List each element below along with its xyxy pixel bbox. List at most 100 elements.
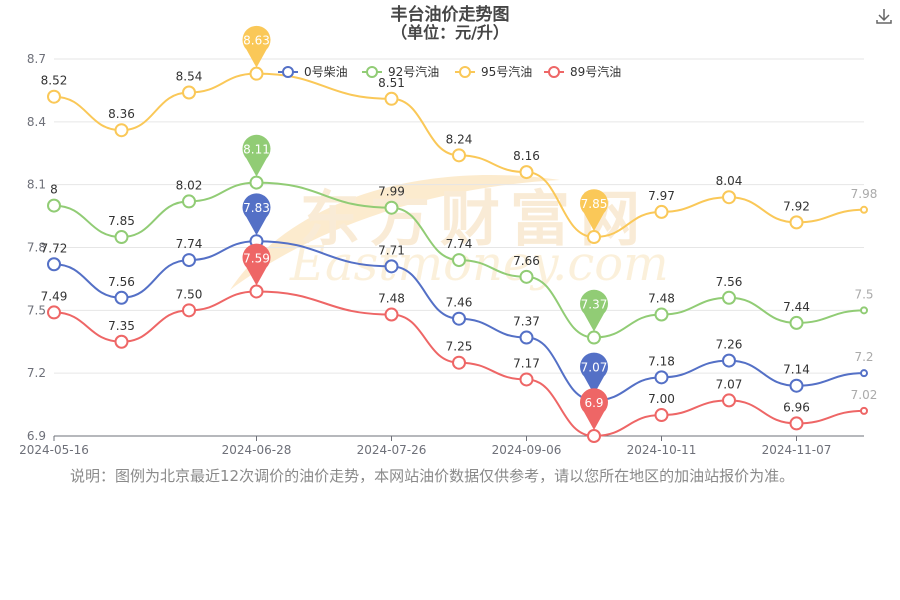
data-point — [789, 416, 804, 431]
x-tick-label: 2024-07-26 — [357, 443, 427, 457]
data-point — [654, 370, 669, 385]
data-point — [384, 307, 399, 322]
min-marker-3: 6.9 — [580, 388, 609, 430]
data-point — [654, 307, 669, 322]
max-marker-2-label: 8.63 — [243, 34, 270, 48]
data-point — [182, 253, 196, 268]
data-label: 7.71 — [378, 243, 405, 257]
data-label: 7.00 — [648, 392, 675, 406]
y-tick-label: 8.7 — [27, 52, 46, 66]
data-label: 7.46 — [446, 296, 473, 310]
data-point — [182, 194, 196, 209]
data-point — [860, 205, 868, 214]
data-point — [452, 148, 466, 163]
legend-item-3[interactable]: 89号汽油 — [544, 64, 621, 79]
legend-swatch-dot — [282, 66, 294, 78]
legend-item-1[interactable]: 92号汽油 — [362, 64, 439, 79]
data-point — [182, 303, 196, 318]
max-marker-1-shape — [242, 134, 271, 177]
download-icon[interactable] — [874, 6, 894, 26]
data-point — [114, 290, 129, 305]
data-label: 8.51 — [378, 76, 405, 90]
legend-item-0[interactable]: 0号柴油 — [278, 65, 348, 79]
data-point — [47, 257, 61, 272]
data-point — [587, 230, 601, 245]
legend-swatch-dot — [548, 66, 560, 78]
data-point — [249, 284, 264, 299]
data-label: 7.74 — [446, 237, 473, 251]
data-label: 7.14 — [783, 363, 810, 377]
watermark-en: Eastmoney.com — [289, 236, 669, 292]
data-label: 7.48 — [648, 292, 675, 306]
min-marker-1-shape — [580, 289, 609, 332]
data-label: 7.49 — [41, 289, 68, 303]
data-point — [47, 89, 61, 104]
y-tick-label: 7.5 — [27, 303, 46, 317]
data-point — [519, 269, 534, 284]
y-tick-label: 6.9 — [27, 429, 46, 443]
min-marker-0-label: 7.07 — [581, 360, 608, 374]
data-point — [789, 378, 804, 393]
data-point — [47, 198, 61, 213]
max-marker-1: 8.11 — [242, 134, 271, 177]
data-label: 7.85 — [108, 214, 135, 228]
chart-title: 丰台油价走势图 — [391, 4, 510, 25]
data-point — [654, 408, 669, 423]
data-point — [249, 66, 264, 81]
data-label: 7.92 — [783, 199, 810, 213]
data-label: 8.52 — [41, 74, 68, 88]
data-label: 7.25 — [446, 340, 473, 354]
legend-swatch-dot — [366, 66, 378, 78]
data-point — [452, 311, 466, 326]
data-point — [722, 290, 736, 305]
legend-label: 92号汽油 — [388, 64, 439, 79]
data-label: 7.26 — [716, 338, 743, 352]
data-label: 7.50 — [176, 287, 203, 301]
y-tick-label: 8.4 — [27, 115, 46, 129]
data-label: 7.37 — [513, 315, 540, 329]
legend: 0号柴油 92号汽油 95号汽油 89号汽油 — [278, 64, 621, 79]
data-label: 7.17 — [513, 356, 540, 370]
min-marker-0-shape — [580, 352, 609, 395]
data-label: 7.2 — [854, 350, 873, 364]
data-point — [384, 259, 399, 274]
data-label: 8.04 — [716, 174, 743, 188]
data-point — [114, 123, 129, 138]
data-label: 7.99 — [378, 185, 405, 199]
max-marker-3: 7.59 — [242, 243, 271, 286]
data-point — [452, 253, 466, 268]
data-label: 7.35 — [108, 319, 135, 333]
min-marker-1: 7.37 — [580, 289, 609, 332]
max-marker-2-shape — [242, 25, 271, 68]
data-point — [384, 200, 399, 215]
data-point — [860, 406, 868, 415]
data-point — [722, 190, 736, 205]
x-tick-label: 2024-05-16 — [19, 443, 89, 457]
data-label: 8.24 — [446, 132, 473, 146]
data-point — [519, 330, 534, 345]
legend-swatch-dot — [459, 66, 471, 78]
min-marker-3-shape — [580, 388, 609, 430]
legend-label: 95号汽油 — [481, 64, 532, 79]
max-marker-0-label: 7.83 — [243, 201, 270, 215]
legend-item-2[interactable]: 95号汽油 — [455, 64, 532, 79]
data-label: 7.66 — [513, 254, 540, 268]
data-label: 7.56 — [716, 275, 743, 289]
min-marker-0: 7.07 — [580, 352, 609, 395]
data-label: 7.18 — [648, 354, 675, 368]
data-label: 7.98 — [851, 187, 878, 201]
watermark-logo: 东方财富网 Eastmoney.com — [230, 174, 669, 292]
max-marker-0-shape — [242, 193, 271, 236]
data-point — [789, 215, 804, 230]
data-point — [654, 204, 669, 219]
data-point — [114, 334, 129, 349]
data-point — [789, 315, 804, 330]
data-label: 8.02 — [176, 178, 203, 192]
chart-note: 说明：图例为北京最近12次调价的油价走势，本网站油价数据仅供参考，请以您所在地区… — [70, 467, 795, 485]
legend-label: 0号柴油 — [304, 65, 348, 79]
data-label: 8.54 — [176, 70, 203, 84]
y-tick-label: 8.1 — [27, 178, 46, 192]
data-label: 6.96 — [783, 400, 810, 414]
data-label: 7.74 — [176, 237, 203, 251]
data-point — [722, 353, 736, 368]
